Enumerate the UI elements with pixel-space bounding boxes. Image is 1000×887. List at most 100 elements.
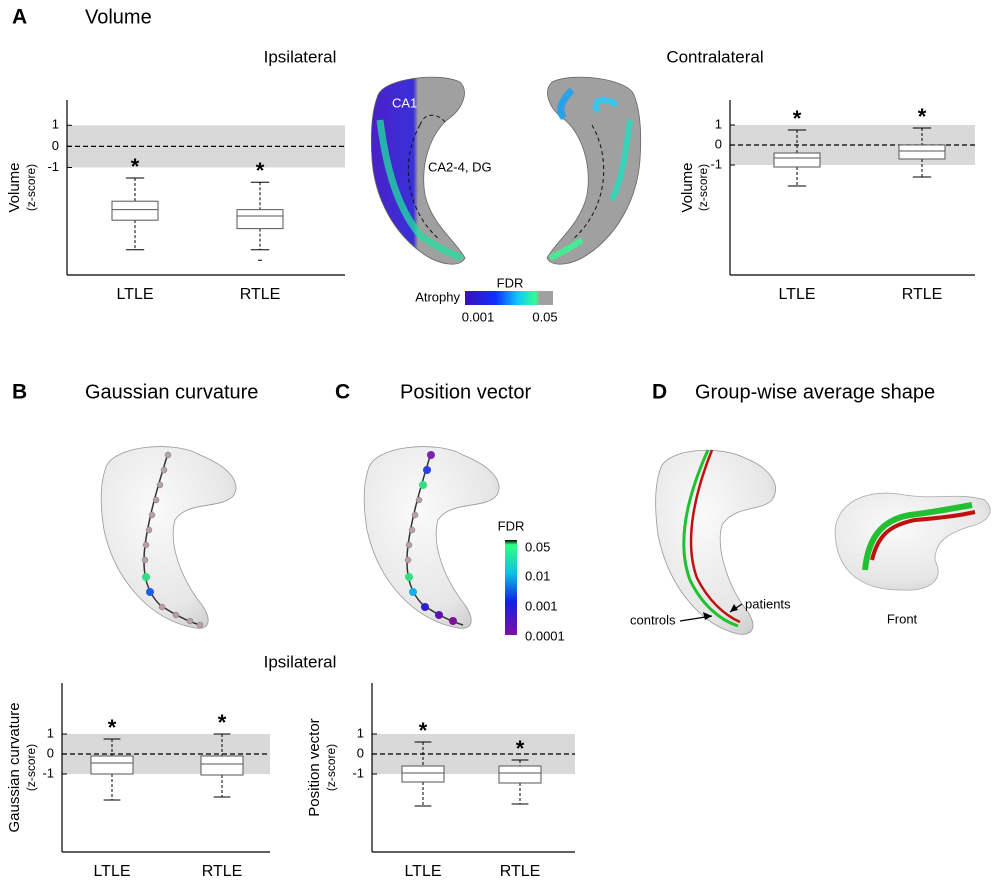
y-tick-label: 0 <box>52 138 59 153</box>
panel-title: Volume <box>85 6 152 28</box>
significance-marker: * <box>108 715 117 740</box>
illustration <box>655 449 776 635</box>
box <box>498 765 542 784</box>
subtitle: Ipsilateral <box>264 652 337 671</box>
illustration <box>557 87 575 121</box>
illustration <box>730 604 738 612</box>
illustration <box>682 449 739 628</box>
colorbar-tick: 0.001 <box>462 309 495 324</box>
illustration <box>164 451 172 459</box>
x-tick-label: LTLE <box>116 286 153 303</box>
illustration <box>449 617 457 625</box>
chart-title: Ipsilateral <box>264 47 337 66</box>
panel-letter: A <box>12 6 27 29</box>
shape-label: patients <box>745 596 791 611</box>
illustration <box>409 588 417 596</box>
illustration <box>862 502 973 571</box>
box <box>200 755 244 776</box>
panel-title: Gaussian curvature <box>85 381 258 403</box>
significance-marker: * <box>419 718 428 743</box>
colorbar-tick: 0.001 <box>525 598 558 613</box>
illustration <box>172 611 180 619</box>
shape-d <box>655 449 991 635</box>
illustration <box>160 466 168 474</box>
y-tick-label: 1 <box>47 725 54 740</box>
illustration <box>142 573 150 581</box>
illustration <box>689 449 741 624</box>
illustration <box>421 603 429 611</box>
illustration <box>423 466 431 474</box>
illustration <box>435 611 443 619</box>
panel-letter: C <box>335 381 350 404</box>
panel-title: Position vector <box>400 381 532 403</box>
illustration <box>411 511 419 519</box>
illustration <box>427 451 435 459</box>
illustration <box>141 451 204 629</box>
x-tick-label: RTLE <box>902 286 943 303</box>
illustration <box>148 511 156 519</box>
y-axis-sublabel: (z-score) <box>324 744 338 791</box>
y-axis-label: Gaussian curvature <box>6 702 23 832</box>
illustration <box>415 496 423 504</box>
illustration <box>870 510 976 561</box>
colorbar-tick: 0.05 <box>532 309 557 324</box>
colorbar-tick: 0.05 <box>525 539 550 554</box>
box <box>898 144 946 160</box>
y-axis-sublabel: (z-score) <box>24 744 38 791</box>
illustration <box>156 481 164 489</box>
y-tick-label: -1 <box>47 159 59 174</box>
significance-marker: * <box>256 158 265 183</box>
shape-label: controls <box>630 612 676 627</box>
box <box>401 765 445 783</box>
illustration <box>158 603 166 611</box>
x-tick-label: RTLE <box>500 863 541 880</box>
y-tick-label: 0 <box>47 745 54 760</box>
illustration <box>376 119 464 262</box>
significance-marker: * <box>516 736 525 761</box>
x-tick-label: LTLE <box>778 286 815 303</box>
panel-letter: B <box>12 381 27 404</box>
region-label: CA2-4, DG <box>428 159 492 174</box>
y-tick-label: -1 <box>352 765 364 780</box>
illustration <box>405 541 413 549</box>
y-axis-label: Volume <box>6 162 23 212</box>
illustration <box>196 621 204 629</box>
illustration <box>100 446 237 629</box>
y-tick-label: 1 <box>357 725 364 740</box>
significance-marker: * <box>793 106 802 131</box>
chart-title: Contralateral <box>666 47 763 66</box>
volume-map: CA1 CA2-4, DG <box>370 76 642 305</box>
illustration <box>363 446 500 629</box>
illustration <box>146 588 154 596</box>
y-axis-sublabel: (z-score) <box>696 164 710 211</box>
illustration <box>548 237 584 261</box>
colorbar-tick: 0.01 <box>525 568 550 583</box>
y-tick-label: 1 <box>715 116 722 131</box>
illustration <box>609 119 633 202</box>
colorbar-title: FDR <box>497 275 524 290</box>
significance-marker: * <box>918 104 927 129</box>
panel-title: Group-wise average shape <box>695 381 935 403</box>
illustration <box>186 617 194 625</box>
region-label: CA1 <box>392 95 417 110</box>
illustration <box>419 114 446 126</box>
illustration <box>143 452 201 626</box>
colorbar-title: FDR <box>498 518 525 533</box>
x-tick-label: RTLE <box>202 863 243 880</box>
y-axis-sublabel: (z-score) <box>24 164 38 211</box>
significance-marker: * <box>131 154 140 179</box>
shape-c <box>363 446 517 635</box>
illustration <box>142 541 150 549</box>
box <box>111 200 159 221</box>
x-tick-label: LTLE <box>93 863 130 880</box>
box <box>90 755 134 775</box>
y-tick-label: -1 <box>42 765 54 780</box>
x-tick-label: LTLE <box>404 863 441 880</box>
shape-b <box>100 446 237 629</box>
colorbar-label: Atrophy <box>415 289 460 304</box>
illustration <box>405 573 413 581</box>
y-tick-label: 0 <box>357 745 364 760</box>
illustration <box>145 526 153 534</box>
